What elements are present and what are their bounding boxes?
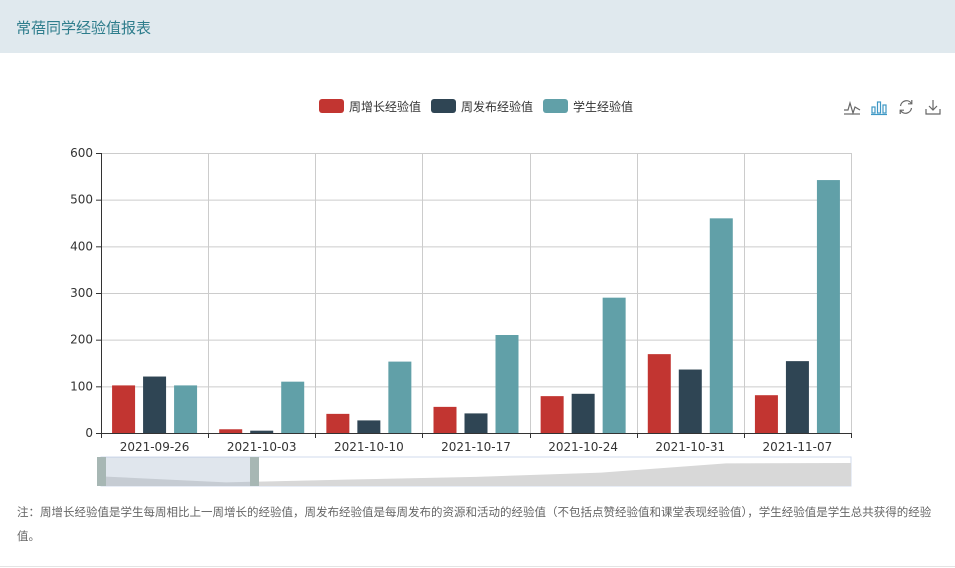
datazoom-shadow [101, 463, 851, 486]
bar [709, 218, 733, 433]
bar [174, 385, 198, 433]
bar [495, 335, 519, 433]
bar [464, 413, 488, 433]
legend-label-weekly-published: 周发布经验值 [461, 99, 534, 114]
bar [754, 395, 778, 433]
bar-chart: 0 100 200 300 400 500 600 2021-09-26 2021-10-03 2… [70, 146, 852, 487]
chart-legend: 周增长经验值 周发布经验值 学生经验值 [0, 96, 955, 116]
bar [433, 406, 457, 433]
legend-swatch-weekly-growth [319, 99, 344, 113]
x-tick-label: 2021-09-26 [120, 440, 190, 454]
bar [388, 361, 412, 433]
bar [281, 381, 305, 433]
refresh-icon[interactable] [897, 98, 915, 116]
bar [678, 369, 702, 433]
bar [785, 361, 809, 433]
bar [816, 180, 840, 433]
bar [143, 376, 167, 433]
bottom-divider [0, 566, 955, 567]
bar [112, 385, 136, 433]
bar-chart-icon[interactable] [870, 98, 888, 116]
y-tick-label: 300 [70, 286, 93, 300]
datazoom-handle-end[interactable] [250, 457, 259, 486]
bar [647, 354, 671, 433]
report-header: 常蓓同学经验值报表 [0, 0, 955, 53]
legend-swatch-student-exp [543, 99, 568, 113]
y-tick-label: 100 [70, 379, 93, 393]
legend-label-weekly-growth: 周增长经验值 [349, 99, 422, 114]
line-chart-icon[interactable] [843, 98, 861, 116]
x-tick-label: 2021-10-31 [655, 440, 725, 454]
x-tick-label: 2021-10-10 [334, 440, 404, 454]
y-tick-label: 0 [85, 426, 93, 440]
x-tick-label: 2021-10-24 [548, 440, 618, 454]
bar [571, 393, 595, 433]
legend-label-student-exp: 学生经验值 [573, 99, 634, 114]
legend-swatch-weekly-published [431, 99, 456, 113]
x-tick-label: 2021-11-07 [763, 440, 833, 454]
datazoom-handle-start[interactable] [97, 457, 106, 486]
chart-footnote: 注：周增长经验值是学生每周相比上一周增长的经验值，周发布经验值是每周发布的资源和… [17, 505, 932, 543]
x-tick-label: 2021-10-03 [227, 440, 297, 454]
bar [602, 297, 626, 433]
legend-item-student-exp[interactable]: 学生经验值 [543, 96, 633, 116]
legend-item-weekly-published[interactable]: 周发布经验值 [431, 96, 533, 116]
y-tick-label: 400 [70, 239, 93, 253]
y-tick-label: 600 [70, 146, 93, 160]
report-title: 常蓓同学经验值报表 [16, 19, 152, 37]
bar [219, 429, 243, 433]
download-icon[interactable] [924, 98, 942, 116]
bar [357, 420, 381, 433]
y-tick-label: 500 [70, 193, 93, 207]
bar [326, 413, 350, 433]
y-tick-label: 200 [70, 333, 93, 347]
bar [250, 430, 274, 433]
bar [540, 396, 564, 433]
legend-item-weekly-growth[interactable]: 周增长经验值 [319, 96, 421, 116]
datazoom-selection [101, 457, 255, 486]
x-tick-label: 2021-10-17 [441, 440, 511, 454]
